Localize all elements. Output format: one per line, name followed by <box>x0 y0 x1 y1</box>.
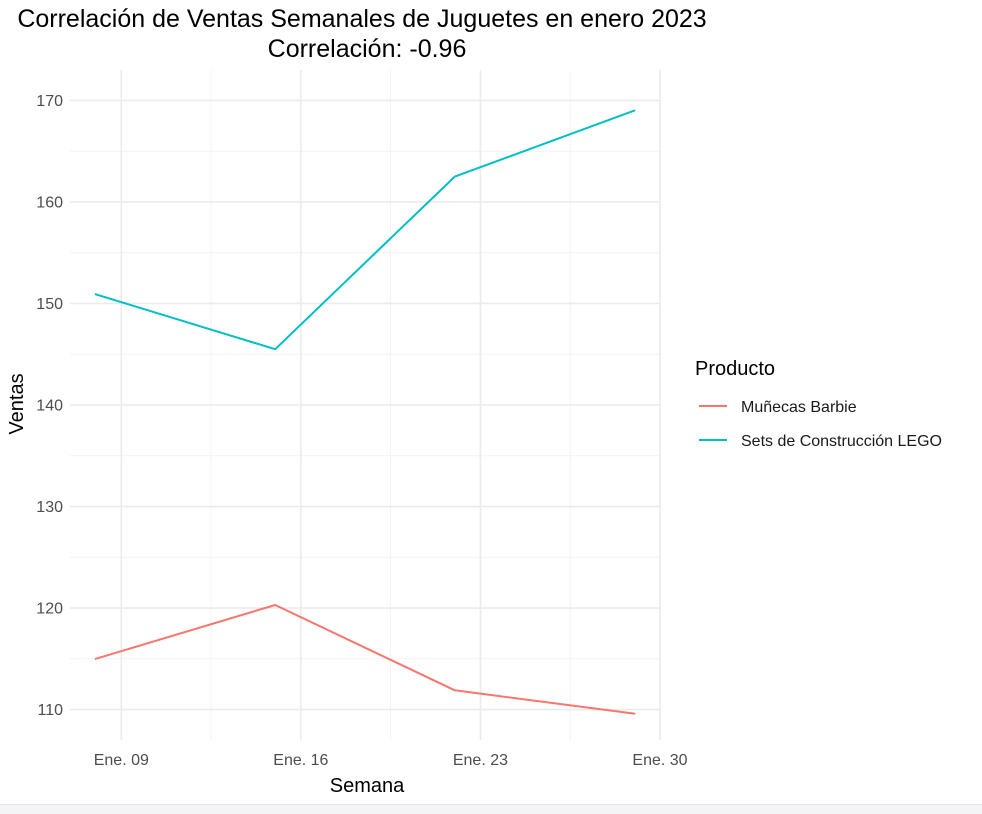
legend-title: Producto <box>695 358 775 380</box>
x-tick-label: Ene. 23 <box>453 752 508 769</box>
window-bottom-edge <box>0 804 982 814</box>
grid <box>70 70 661 740</box>
y-tick-label: 160 <box>36 194 63 211</box>
series-line <box>94 109 636 351</box>
legend-items: Muñecas Barbie Sets de Construcción LEGO <box>699 399 942 450</box>
plot-series <box>94 109 636 715</box>
x-tick-label: Ene. 09 <box>94 752 149 769</box>
y-tick-label: 140 <box>36 398 63 415</box>
chart-title: Correlación de Ventas Semanales de Jugue… <box>17 5 706 33</box>
y-tick-label: 150 <box>36 296 63 313</box>
chart-subtitle: Correlación: -0.96 <box>268 35 467 63</box>
y-tick-label: 170 <box>36 93 63 110</box>
y-tick-label: 120 <box>36 601 63 618</box>
axis-ticks: Ene. 09 Ene. 16 Ene. 23 Ene. 30 110 120 130 140… <box>36 93 687 769</box>
y-tick-label: 110 <box>37 702 63 719</box>
y-axis-title: Ventas <box>6 373 28 434</box>
x-tick-label: Ene. 16 <box>273 752 328 769</box>
legend-label: Muñecas Barbie <box>741 399 857 416</box>
legend: Producto Muñecas Barbie Sets de Construcc… <box>695 358 942 450</box>
x-axis-title: Semana <box>330 775 405 797</box>
legend-label: Sets de Construcción LEGO <box>741 433 942 450</box>
x-tick-label: Ene. 30 <box>632 752 687 769</box>
y-tick-label: 130 <box>36 499 63 516</box>
series-line <box>94 604 636 715</box>
